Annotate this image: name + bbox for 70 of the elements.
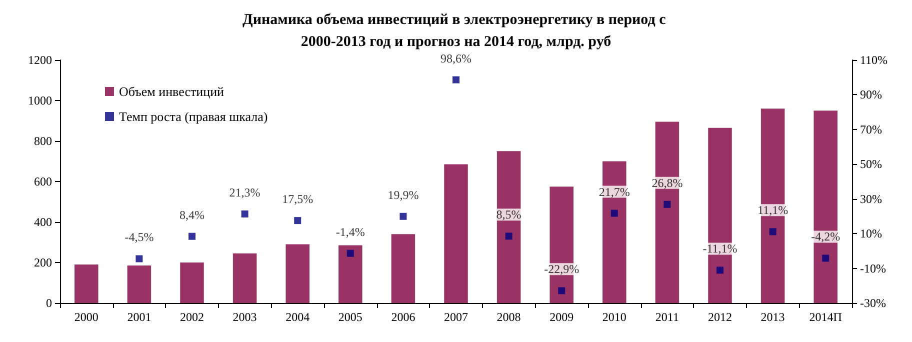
y2-tick-label: 110% [860,53,888,67]
x-tick-label: 2002 [180,310,204,324]
point [664,200,671,208]
data-label: 98,6% [440,51,472,66]
x-tick-label: 2006 [391,310,416,324]
bar [180,262,204,303]
y2-tick-label: -30% [860,296,886,310]
data-label: 21,7% [598,184,630,199]
point [610,210,618,217]
point [400,212,407,220]
data-label: -4,2% [811,230,840,244]
x-tick-label: 2014П [809,310,842,324]
bar [286,244,310,303]
x-tick-label: 2000 [74,310,98,324]
data-label: -11,1% [702,242,738,256]
data-label: 11,1% [758,203,788,218]
x-tick-label: 2013 [760,310,785,324]
point [505,232,512,240]
x-tick-label: 2004 [286,310,310,324]
y2-tick-label: 30% [860,192,882,206]
chart-title: Динамика объема инвестиций в электроэнергетику в период с 2000-2013 год и прогноз на 2014 год, млрд. руб [242,12,670,50]
point [716,266,724,274]
y2-tick-label: 70% [860,122,882,136]
data-label: -1,4% [336,224,365,239]
y2-tick-label: 50% [860,157,882,172]
y-tick-label: 1000 [28,94,52,108]
bar [232,253,257,303]
bar [74,264,98,303]
x-tick-label: 2003 [232,310,257,324]
bar [127,266,152,303]
point [188,232,196,240]
data-label: -22,9% [544,262,580,276]
x-tick-label: 2012 [708,310,732,324]
x-tick-label: 2001 [127,310,152,324]
data-label: 26,8% [652,176,683,190]
y2-tick-label: 90% [860,88,882,102]
data-label: 8,4% [180,208,204,222]
y2-tick-label: 10% [860,226,882,241]
data-label: -4,5% [124,230,154,244]
bar [444,164,468,303]
legend-label: Темп роста (правая шкала) [119,109,268,124]
point [822,254,830,262]
x-tick-label: 2010 [602,310,626,324]
y-tick-label: 600 [34,174,52,188]
data-label: 17,5% [282,192,314,206]
y-tick-label: 1200 [28,53,52,67]
x-tick-label: 2005 [338,310,362,324]
bar [338,245,362,303]
point [136,255,143,262]
y-tick-label: 200 [34,256,52,270]
x-tick-label: 2011 [655,310,679,324]
bar [496,151,521,303]
y-tick-label: 800 [34,134,52,148]
x-tick-label: 2008 [496,310,521,324]
point [769,228,776,236]
y2-tick-label: -10% [860,261,886,276]
bar [391,234,416,303]
y-tick-label: 400 [34,215,52,229]
data-label: 19,9% [388,188,419,202]
point [294,217,302,224]
point [241,210,248,218]
y-tick-label: 0 [46,296,52,310]
legend-label: Объем инвестиций [119,84,224,99]
point [346,250,354,257]
point [452,76,460,84]
data-label: 21,3% [229,185,260,200]
x-tick-label: 2007 [444,310,468,324]
x-tick-label: 2009 [550,310,574,324]
data-label: 8,5% [496,208,522,222]
point [558,287,566,294]
